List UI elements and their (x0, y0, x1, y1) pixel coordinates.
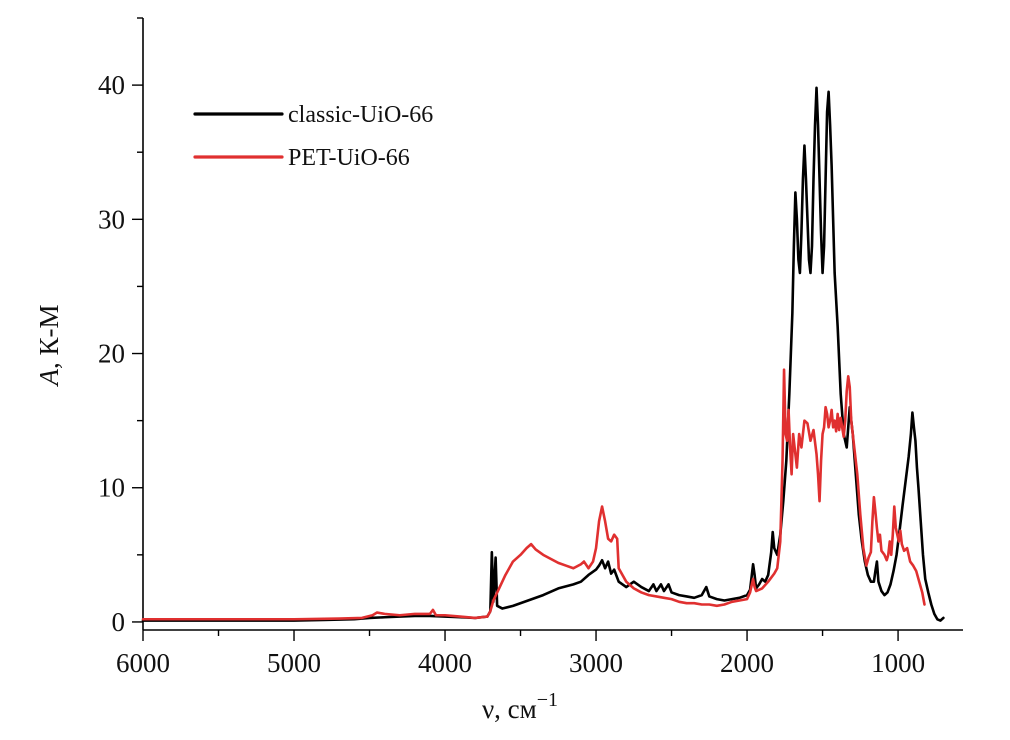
x-tick-label: 1000 (871, 648, 925, 678)
y-axis-title-rest: , К-М (34, 304, 64, 369)
legend: classic-UiO-66 PET-UiO-66 (193, 102, 433, 171)
series-line-pet (141, 368, 926, 621)
x-tick-label: 6000 (116, 648, 170, 678)
legend-label-classic: classic-UiO-66 (288, 102, 433, 128)
x-axis-title-main: ν, см (482, 694, 537, 724)
y-tick-label: 20 (98, 339, 125, 369)
y-tick-label: 10 (98, 473, 125, 503)
x-axis-ticks: 6000 5000 4000 3000 2000 1000 (116, 630, 925, 678)
series-group (141, 86, 945, 622)
y-axis-title: A, К-М (34, 304, 64, 387)
y-tick-label: 40 (98, 70, 125, 100)
plot-area: 6000 5000 4000 3000 2000 1000 0 10 20 30 40 (98, 17, 963, 678)
series-line-classic (141, 86, 945, 622)
y-tick-label: 0 (112, 607, 126, 637)
y-axis-ticks: 0 10 20 30 40 (98, 17, 143, 637)
x-axis-title-superscript: −1 (537, 689, 558, 711)
x-tick-label: 4000 (418, 648, 472, 678)
y-axis-title-italic: A (34, 369, 64, 388)
x-axis-title: ν, см−1 (482, 689, 558, 724)
x-tick-label: 5000 (267, 648, 321, 678)
y-tick-label: 30 (98, 204, 125, 234)
x-tick-label: 3000 (569, 648, 623, 678)
legend-label-pet: PET-UiO-66 (288, 145, 410, 171)
x-tick-label: 2000 (720, 648, 774, 678)
